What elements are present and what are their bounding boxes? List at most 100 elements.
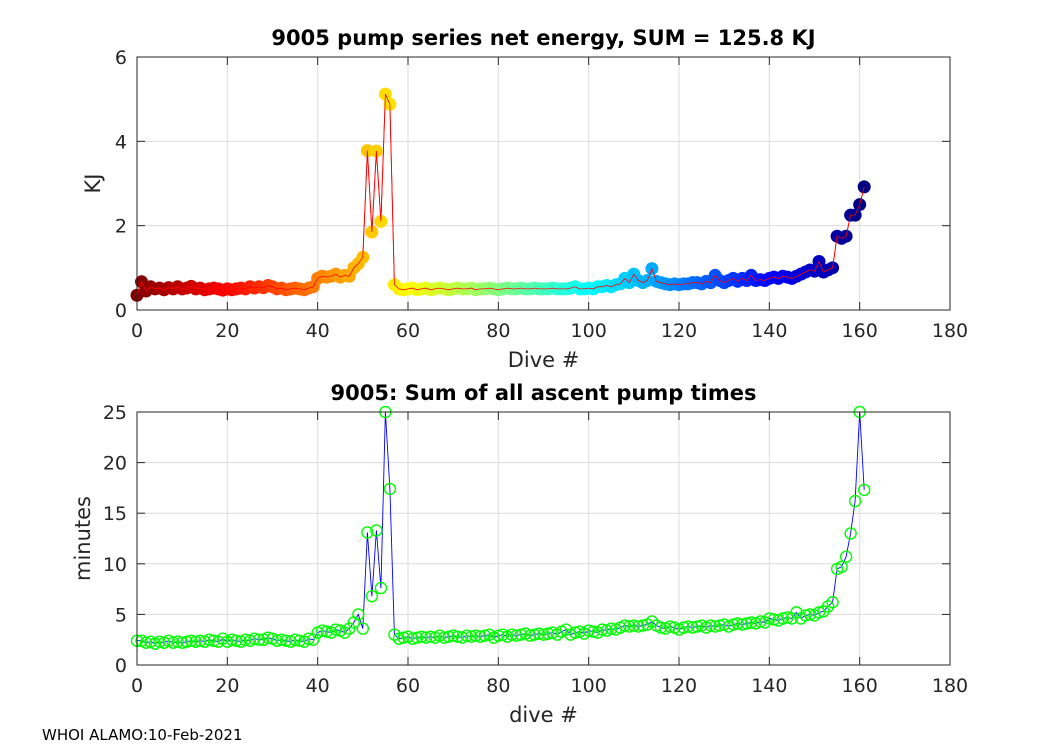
y-tick-label: 0 [115, 300, 127, 322]
data-point [492, 629, 505, 642]
footer-text: WHOI ALAMO:10-Feb-2021 [42, 726, 243, 744]
x-tick-label: 100 [571, 320, 607, 342]
data-point [306, 633, 320, 646]
data-point [618, 619, 631, 632]
y-tick-label: 6 [115, 47, 127, 69]
y-tick-label: 0 [115, 655, 127, 677]
data-point [203, 633, 216, 646]
data-point [139, 636, 153, 649]
data-point [374, 581, 388, 595]
data-point [839, 550, 853, 563]
data-point [352, 608, 365, 621]
data-point [415, 630, 428, 643]
x-tick-label: 180 [932, 320, 968, 342]
data-point [763, 612, 776, 625]
data-point [582, 624, 595, 637]
x-tick-label: 60 [396, 675, 420, 697]
data-point [442, 630, 455, 643]
data-point [645, 615, 659, 628]
data-point [799, 609, 812, 622]
data-point [248, 632, 261, 645]
data-point [225, 633, 239, 646]
data-point [474, 630, 487, 643]
axes-frame [136, 56, 951, 311]
data-point [465, 630, 478, 643]
data-point [338, 626, 351, 639]
data-point [329, 623, 342, 636]
x-axis-label: Dive # [508, 348, 580, 372]
data-point [478, 629, 491, 642]
data-point [623, 620, 636, 633]
data-point [410, 631, 424, 644]
y-tick-label: 4 [115, 131, 127, 153]
data-point [758, 616, 772, 629]
data-point [740, 617, 753, 630]
data-point [596, 623, 609, 636]
data-point [270, 634, 284, 647]
data-point [541, 627, 555, 640]
x-tick-label: 100 [571, 675, 607, 697]
data-point [586, 625, 600, 638]
data-point [736, 618, 749, 631]
data-point [632, 620, 645, 633]
x-axis-label: dive # [509, 703, 578, 727]
data-point [537, 628, 550, 641]
x-tick-label: 0 [131, 675, 143, 697]
data-point [460, 629, 473, 642]
chart-title: 9005 pump series net energy, SUM = 125.8… [271, 26, 815, 50]
x-tick-label: 40 [306, 675, 330, 697]
y-tick-label: 5 [115, 604, 127, 626]
y-tick-label: 20 [103, 453, 127, 475]
data-point [356, 622, 370, 635]
x-tick-label: 20 [215, 675, 239, 697]
x-tick-label: 160 [842, 320, 878, 342]
data-point [514, 628, 528, 641]
data-point [275, 633, 288, 646]
data-point [776, 612, 790, 625]
data-point [663, 620, 677, 633]
x-tick-label: 160 [842, 675, 878, 697]
data-point [370, 524, 383, 537]
data-point [383, 482, 397, 496]
data-point [510, 629, 523, 642]
data-point [166, 636, 180, 649]
data-point [239, 633, 252, 646]
data-point [821, 600, 835, 613]
data-point [406, 632, 419, 645]
x-tick-label: 40 [306, 320, 330, 342]
x-tick-label: 80 [486, 675, 510, 697]
data-point [848, 494, 862, 508]
data-point [153, 635, 166, 648]
data-point [374, 214, 388, 228]
data-point [279, 634, 293, 647]
data-point [446, 629, 460, 642]
data-point [844, 527, 857, 540]
plot-net-energy: 0 20 40 60 80 100 120 140 160 180 0 2 4 6 9005 pump se… [81, 26, 968, 372]
plot-ascent-pump-times: 0 20 40 60 80 100 120 140 160 180 0 5 10 15 20 25 9005: … [71, 381, 968, 727]
data-point [288, 633, 302, 646]
data-point [293, 634, 306, 647]
data-point [302, 632, 315, 645]
data-point [731, 617, 744, 630]
y-axis-label: minutes [71, 496, 95, 581]
data-point [654, 621, 668, 634]
y-tick-label: 25 [103, 402, 127, 424]
x-tick-label: 120 [661, 675, 697, 697]
data-point [745, 616, 758, 629]
data-point [681, 620, 695, 633]
data-point [532, 627, 546, 640]
data-point [230, 634, 243, 647]
data-point [690, 620, 704, 633]
data-point [315, 624, 329, 637]
data-point [708, 620, 722, 633]
data-point [397, 631, 410, 644]
data-point [261, 631, 275, 644]
x-tick-label: 180 [932, 675, 968, 697]
data-point [180, 635, 193, 648]
data-point [826, 596, 839, 609]
data-point [320, 625, 333, 638]
axes-frame [136, 411, 951, 666]
data-point [175, 636, 189, 649]
data-point [754, 615, 767, 628]
